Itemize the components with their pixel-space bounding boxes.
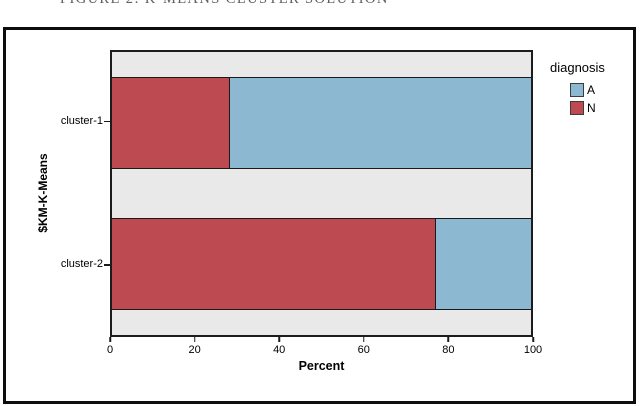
- bar-segment-cluster-1-A: [229, 77, 531, 168]
- legend: diagnosis A N: [550, 60, 605, 119]
- legend-swatch-a-icon: [570, 83, 584, 97]
- x-tick-label-40: 40: [273, 344, 286, 356]
- x-tick-mark-0: [109, 337, 111, 342]
- figure-caption: FIGURE 2: K-MEANS CLUSTER SOLUTION: [60, 0, 389, 8]
- bar-cluster-1: [112, 76, 531, 169]
- chart-frame: $KM-K-Means cluster-1 cluster-2 0 20 40 60 80…: [3, 27, 636, 404]
- legend-swatch-n-icon: [570, 101, 584, 115]
- x-axis-title: Percent: [298, 359, 345, 373]
- category-label-cluster-1: cluster-1: [60, 114, 103, 127]
- x-tick-mark-80: [447, 337, 450, 342]
- legend-label-n: N: [587, 101, 596, 115]
- legend-label-a: A: [587, 83, 596, 97]
- bar-segment-cluster-2-A: [434, 219, 531, 310]
- category-label-cluster-2: cluster-2: [60, 258, 103, 271]
- x-axis: 0 20 40 60 80 100: [106, 337, 542, 367]
- legend-item-a: A: [570, 83, 605, 97]
- plot-area: [110, 50, 533, 337]
- x-tick-label-0: 0: [106, 344, 114, 356]
- bar-cluster-2: [112, 218, 531, 311]
- x-tick-label-60: 60: [357, 344, 370, 356]
- legend-title: diagnosis: [550, 60, 605, 75]
- x-tick-mark-40: [278, 337, 280, 342]
- x-tick-label-20: 20: [188, 344, 201, 356]
- y-tick-cluster-1: [104, 120, 110, 123]
- x-tick-label-100: 100: [523, 344, 543, 356]
- x-tick-mark-100: [532, 337, 534, 342]
- bar-segment-cluster-1-N: [112, 77, 230, 168]
- x-tick-mark-20: [193, 337, 196, 342]
- x-tick-mark-60: [363, 337, 365, 342]
- bar-segment-cluster-2-N: [112, 219, 435, 310]
- y-tick-cluster-2: [104, 264, 110, 266]
- x-tick-label-80: 80: [442, 344, 455, 356]
- legend-item-n: N: [570, 101, 605, 115]
